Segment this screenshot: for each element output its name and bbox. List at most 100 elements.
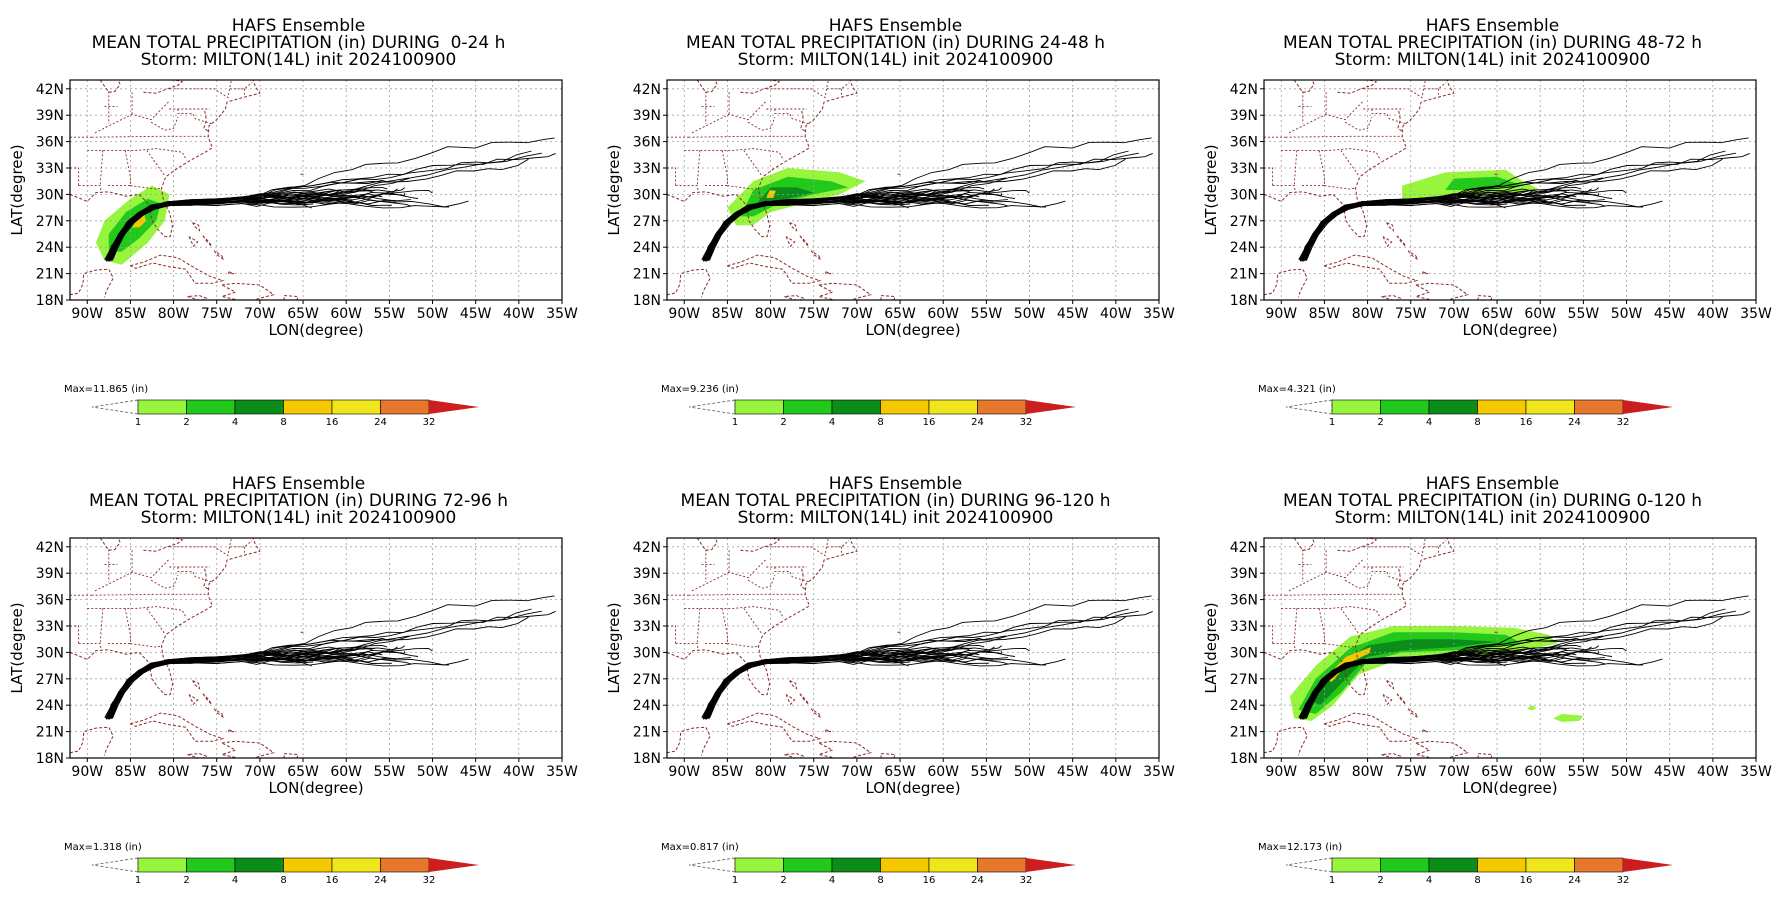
colorbar-swatch (880, 857, 930, 873)
chart-subtitle: MEAN TOTAL PRECIPITATION (in) DURING 24-… (685, 33, 1106, 53)
max-label: Max=12.173 (in) (1258, 842, 1342, 853)
coastline (202, 693, 213, 705)
colorbar-tick-label: 32 (423, 417, 436, 428)
ensemble-track (111, 197, 353, 262)
lat-tick-label: 21N (1230, 725, 1258, 741)
chart-panel: HAFS Ensemble MEAN TOTAL PRECIPITATION (i… (597, 0, 1194, 458)
ensemble-track (105, 658, 314, 718)
lon-tick-label: 40W (1697, 306, 1729, 322)
coastline (789, 222, 798, 232)
colorbar-swatch (1525, 399, 1575, 415)
coastline (740, 538, 781, 552)
state-border (766, 80, 829, 99)
map-plot: 90W 85W 80W 75W 70W 65W 60W 55W 50W 45W 40W 35W 18N 2… (1202, 79, 1772, 339)
state-border (169, 538, 232, 557)
ensemble-track (709, 195, 951, 261)
lon-tick-label: 70W (1438, 306, 1470, 322)
lon-tick-label: 75W (798, 764, 830, 780)
state-border (229, 540, 253, 548)
lon-tick-label: 40W (1100, 306, 1132, 322)
state-border (87, 606, 187, 619)
max-label: Max=4.321 (in) (1258, 384, 1336, 395)
lat-tick-label: 24N (1230, 240, 1258, 256)
y-axis-label: LAT(degree) (8, 602, 26, 693)
coastline (784, 295, 805, 300)
lon-tick-label: 90W (71, 764, 103, 780)
lat-tick-label: 24N (633, 698, 661, 714)
coastline (825, 271, 832, 275)
colorbar-high-extend (429, 858, 479, 872)
ensemble-track (1306, 195, 1548, 261)
ensemble-track (1304, 656, 1586, 719)
lon-tick-label: 55W (1568, 306, 1600, 322)
state-border (1344, 116, 1373, 131)
precip-region (132, 213, 146, 228)
plot-frame (1263, 79, 1757, 301)
coastline (1293, 80, 1315, 93)
lon-tick-label: 70W (841, 764, 873, 780)
coastline (727, 712, 822, 742)
coastline (799, 693, 810, 705)
coastline (1264, 80, 1455, 238)
lon-tick-label: 80W (158, 764, 190, 780)
lat-tick-label: 39N (1230, 566, 1258, 582)
state-border (721, 608, 728, 644)
lat-tick-label: 30N (1230, 645, 1258, 661)
max-label: Max=0.817 (in) (661, 842, 739, 853)
coastline (203, 110, 209, 132)
colorbar-tick-label: 32 (1617, 417, 1630, 428)
state-border (70, 625, 80, 644)
x-axis-label: LON(degree) (1462, 779, 1557, 797)
lon-tick-label: 35W (546, 306, 578, 322)
colorbar: Max=12.173 (in)1 2 4 8 16 24 32 (1258, 842, 1673, 886)
colorbar-tick-label: 16 (1520, 417, 1533, 428)
plot-area (1264, 538, 1756, 758)
lon-tick-label: 90W (668, 764, 700, 780)
ensemble-track (702, 657, 909, 718)
coastline (1293, 538, 1315, 551)
ensemble-track (704, 616, 1126, 720)
chart-panel: HAFS Ensemble MEAN TOTAL PRECIPITATION (i… (1194, 458, 1791, 916)
lat-tick-label: 36N (36, 593, 64, 609)
state-border (1285, 135, 1403, 138)
colorbar-low-extend (91, 857, 139, 873)
ensemble-track (106, 649, 469, 720)
colorbar-high-extend (1623, 400, 1673, 414)
colorbar-tick-label: 2 (183, 875, 189, 886)
ensemble-track (107, 616, 529, 720)
plot-frame (69, 79, 563, 301)
lon-tick-label: 70W (1438, 764, 1470, 780)
colorbar-tick-label: 1 (135, 875, 141, 886)
lat-tick-label: 24N (633, 240, 661, 256)
lon-tick-label: 65W (287, 306, 319, 322)
map-plot: 90W 85W 80W 75W 70W 65W 60W 55W 50W 45W 40W 35W 18N 2… (1202, 537, 1772, 797)
coastline (667, 726, 711, 756)
state-border (675, 643, 699, 649)
precip-region (1553, 714, 1584, 722)
state-border (146, 608, 166, 635)
coastline (1324, 712, 1419, 742)
state-border (826, 82, 850, 90)
colorbar-tick-label: 16 (923, 417, 936, 428)
colorbar-swatch (234, 857, 284, 873)
state-border (1272, 643, 1296, 649)
lat-tick-label: 36N (36, 135, 64, 151)
colorbar-high-extend (429, 400, 479, 414)
lon-tick-label: 70W (841, 306, 873, 322)
lat-tick-label: 18N (36, 293, 64, 309)
state-border (1285, 593, 1403, 596)
lat-tick-label: 42N (36, 540, 64, 556)
lon-tick-label: 60W (1524, 306, 1556, 322)
lon-tick-label: 80W (1352, 306, 1384, 322)
state-border (78, 185, 102, 191)
coastline (667, 80, 858, 238)
ensemble-track (701, 635, 1007, 718)
colorbar-tick-label: 32 (423, 875, 436, 886)
colorbar-tick-label: 4 (232, 875, 238, 886)
coastline (1386, 222, 1395, 232)
state-border (1344, 574, 1373, 589)
coastline (1264, 268, 1308, 298)
max-label: Max=9.236 (in) (661, 384, 739, 395)
coastline (1422, 271, 1429, 275)
lat-tick-label: 42N (1230, 82, 1258, 98)
